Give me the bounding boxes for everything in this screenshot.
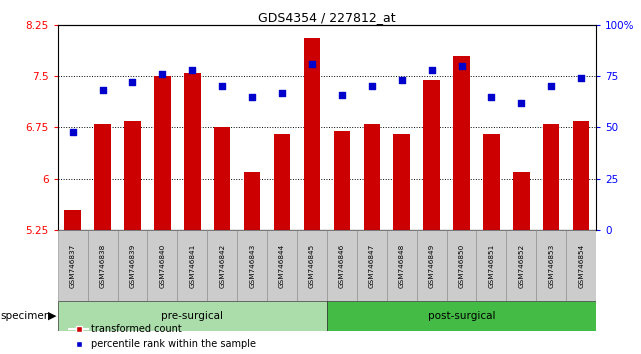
Text: GSM746844: GSM746844	[279, 244, 285, 287]
Point	[307, 61, 317, 67]
Bar	[154, 76, 171, 230]
Bar	[447, 230, 476, 301]
Text: GSM746851: GSM746851	[488, 244, 494, 287]
Text: GSM746842: GSM746842	[219, 244, 225, 287]
Point	[456, 63, 467, 69]
Bar	[537, 230, 566, 301]
Bar	[267, 230, 297, 301]
Text: GSM746849: GSM746849	[429, 244, 435, 287]
Bar	[207, 230, 237, 301]
Bar	[147, 230, 178, 301]
Bar	[117, 230, 147, 301]
Bar	[506, 230, 537, 301]
Point	[217, 84, 228, 89]
Point	[546, 84, 556, 89]
Bar	[513, 172, 529, 230]
Bar	[124, 121, 141, 230]
Point	[576, 75, 587, 81]
Text: GSM746852: GSM746852	[519, 244, 524, 287]
Point	[426, 67, 437, 73]
Bar	[58, 230, 88, 301]
Text: ▶: ▶	[48, 311, 56, 321]
Bar	[423, 80, 440, 230]
Title: GDS4354 / 227812_at: GDS4354 / 227812_at	[258, 11, 395, 24]
Point	[277, 90, 287, 95]
Bar	[237, 230, 267, 301]
Point	[247, 94, 257, 99]
Text: GSM746839: GSM746839	[129, 244, 135, 287]
Bar	[543, 124, 560, 230]
Text: GSM746843: GSM746843	[249, 244, 255, 287]
Text: GSM746840: GSM746840	[160, 244, 165, 287]
Bar	[304, 39, 320, 230]
Bar	[244, 172, 260, 230]
Text: specimen: specimen	[1, 311, 51, 321]
Text: GSM746841: GSM746841	[189, 244, 196, 287]
Text: pre-surgical: pre-surgical	[162, 311, 223, 321]
Point	[397, 78, 407, 83]
Text: GSM746848: GSM746848	[399, 244, 404, 287]
Bar	[483, 134, 500, 230]
Text: GSM746850: GSM746850	[458, 244, 465, 287]
Bar	[363, 124, 380, 230]
Bar	[387, 230, 417, 301]
Text: GSM746845: GSM746845	[309, 244, 315, 287]
Bar	[184, 73, 201, 230]
Bar	[476, 230, 506, 301]
Point	[337, 92, 347, 97]
Legend: transformed count, percentile rank within the sample: transformed count, percentile rank withi…	[69, 324, 256, 349]
Bar	[327, 230, 357, 301]
Bar	[327, 301, 596, 331]
Bar	[64, 210, 81, 230]
Point	[516, 100, 526, 105]
Point	[97, 88, 108, 93]
Bar	[297, 230, 327, 301]
Text: GSM746837: GSM746837	[70, 244, 76, 287]
Point	[67, 129, 78, 135]
Bar	[566, 230, 596, 301]
Point	[487, 94, 497, 99]
Point	[187, 67, 197, 73]
Text: GSM746847: GSM746847	[369, 244, 375, 287]
Bar	[453, 56, 470, 230]
Point	[128, 79, 138, 85]
Bar	[94, 124, 111, 230]
Bar	[357, 230, 387, 301]
Bar	[394, 134, 410, 230]
Bar	[88, 230, 117, 301]
Text: GSM746846: GSM746846	[339, 244, 345, 287]
Bar	[274, 134, 290, 230]
Bar	[333, 131, 350, 230]
Point	[157, 71, 167, 77]
Text: GSM746838: GSM746838	[99, 244, 106, 287]
Text: GSM746853: GSM746853	[548, 244, 554, 287]
Text: GSM746854: GSM746854	[578, 244, 584, 287]
Bar	[178, 230, 207, 301]
Point	[367, 84, 377, 89]
Bar	[417, 230, 447, 301]
Bar	[58, 301, 327, 331]
Text: post-surgical: post-surgical	[428, 311, 495, 321]
Bar	[214, 127, 231, 230]
Bar	[573, 121, 590, 230]
